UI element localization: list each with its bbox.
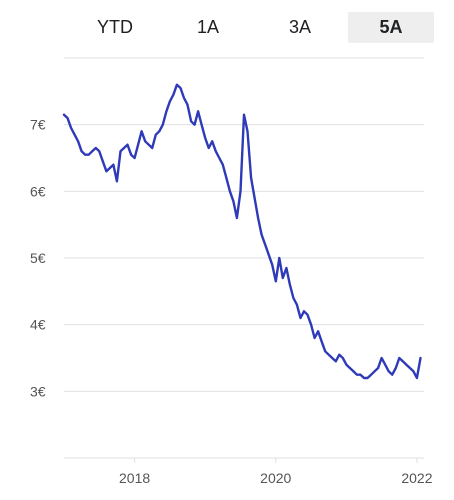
tab-5a[interactable]: 5A [348, 12, 434, 43]
x-axis-ticks: 2018 2020 2022 [119, 470, 433, 486]
tab-1a[interactable]: 1A [196, 17, 220, 37]
x-tick-label: 2018 [119, 470, 150, 486]
y-tick-label: 5€ [30, 250, 46, 266]
chart-gridlines [64, 57, 424, 463]
y-tick-label: 3€ [30, 383, 46, 399]
x-tick-label: 2020 [260, 470, 291, 486]
x-tick-label: 2022 [401, 470, 432, 486]
tab-3a[interactable]: 3A [288, 17, 312, 37]
chart-series [62, 83, 422, 380]
y-tick-label: 6€ [30, 183, 46, 199]
y-tick-label: 4€ [30, 317, 46, 333]
y-axis-ticks: 3€ 4€ 5€ 6€ 7€ [30, 117, 46, 400]
y-tick-label: 7€ [30, 117, 46, 133]
price-series-line [62, 83, 422, 380]
tab-ytd[interactable]: YTD [97, 17, 133, 37]
range-tabs: YTD 1A 3A 5A [0, 0, 454, 56]
